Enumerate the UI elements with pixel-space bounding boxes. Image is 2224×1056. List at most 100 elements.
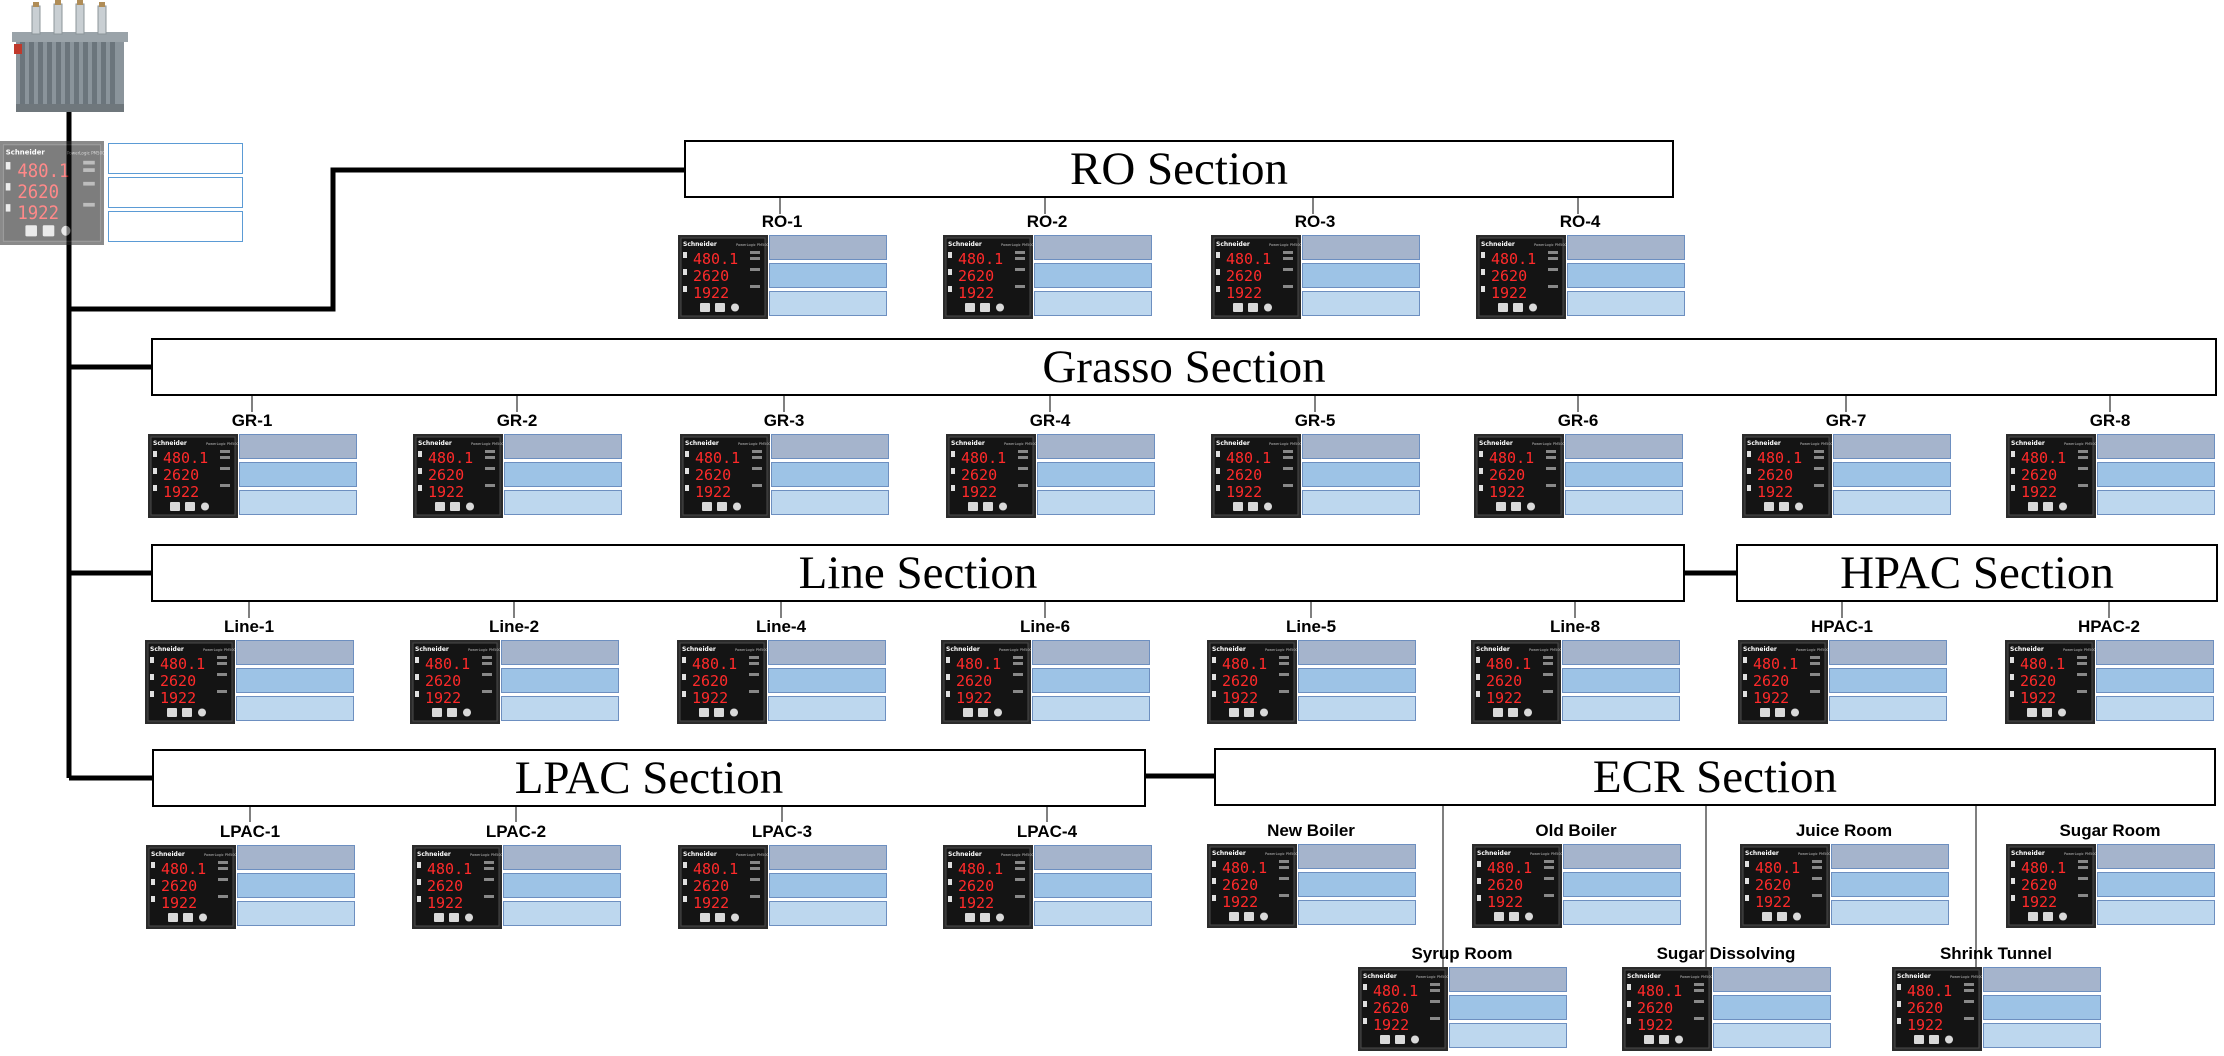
reading-field [1034, 235, 1152, 260]
svg-text:480.1: 480.1 [1487, 859, 1532, 877]
reading-field [1829, 668, 1947, 693]
meter-fields [1563, 844, 1683, 928]
feeder-meter: Schneider PowerLogic PM5000 480.1 2620 1922 [1476, 235, 1688, 319]
svg-text:1922: 1922 [958, 284, 994, 302]
meter-face: Schneider PowerLogic PM5000 480.1 2620 1922 [1622, 967, 1715, 1051]
meter-face: Schneider PowerLogic PM5000 480.1 2620 1922 [1892, 967, 1985, 1051]
meter-face: Schneider PowerLogic PM5000 480.1 2620 1922 [148, 434, 241, 518]
svg-text:2620: 2620 [1753, 672, 1789, 690]
svg-text:Schneider: Schneider [2011, 440, 2045, 447]
meter-fields [1034, 845, 1154, 929]
meter-fields [239, 434, 359, 518]
svg-text:Schneider: Schneider [151, 851, 185, 858]
svg-text:480.1: 480.1 [163, 449, 208, 467]
feeder-meter: Schneider PowerLogic PM5000 480.1 2620 1922 [413, 434, 625, 518]
meter-fields [769, 235, 889, 319]
reading-field [504, 462, 622, 487]
meter-face: Schneider PowerLogic PM5000 480.1 2620 1922 [2006, 434, 2099, 518]
feeder-label: Sugar Dissolving [1656, 944, 1796, 963]
feeder-label: Line-6 [1019, 617, 1071, 636]
svg-text:1922: 1922 [1491, 284, 1527, 302]
feeder-label: GR-6 [1557, 411, 1599, 430]
reading-field [1565, 434, 1683, 459]
reading-field [1833, 490, 1951, 515]
meter-face: Schneider PowerLogic PM5000 480.1 2620 1922 [1742, 434, 1835, 518]
feeder-label: RO-4 [1559, 212, 1601, 231]
svg-text:1922: 1922 [2021, 483, 2057, 501]
feeder-label: RO-1 [761, 212, 803, 231]
svg-text:2620: 2620 [17, 181, 59, 203]
reading-field [1032, 640, 1150, 665]
reading-field [503, 901, 621, 926]
svg-text:2620: 2620 [1491, 267, 1527, 285]
svg-text:PowerLogic PM5000: PowerLogic PM5000 [1534, 243, 1566, 247]
reading-field [1829, 640, 1947, 665]
meter-face: Schneider PowerLogic PM5000 480.1 2620 1922 [410, 640, 503, 724]
svg-text:1922: 1922 [2021, 893, 2057, 911]
svg-text:480.1: 480.1 [1491, 250, 1536, 268]
meter-face: Schneider PowerLogic PM5000 480.1 2620 1922 [146, 845, 239, 929]
meter-fields [1831, 844, 1951, 928]
reading-field [2097, 434, 2215, 459]
svg-text:PowerLogic PM5000: PowerLogic PM5000 [1680, 975, 1712, 979]
reading-field [1567, 235, 1685, 260]
meter-face: Schneider PowerLogic PM5000 480.1 2620 1922 [678, 845, 771, 929]
svg-text:Schneider: Schneider [1212, 646, 1246, 653]
svg-text:Schneider: Schneider [1747, 440, 1781, 447]
reading-field [504, 434, 622, 459]
meter-face: Schneider PowerLogic PM5000 480.1 2620 1922 [413, 434, 506, 518]
reading-field [1449, 1023, 1567, 1048]
svg-text:Schneider: Schneider [683, 851, 717, 858]
feeder-label: Line-1 [223, 617, 275, 636]
meter-fields [771, 434, 891, 518]
svg-text:PowerLogic PM5000: PowerLogic PM5000 [471, 442, 503, 446]
meter-face: Schneider PowerLogic PM5000 480.1 2620 1922 [677, 640, 770, 724]
svg-text:480.1: 480.1 [2021, 859, 2066, 877]
reading-field [1983, 967, 2101, 992]
meter-face: Schneider PowerLogic PM5000 480.1 2620 1922 [1476, 235, 1569, 319]
reading-field [1037, 462, 1155, 487]
meter-face: Schneider PowerLogic PM5000 480.1 2620 1922 [1207, 844, 1300, 928]
feeder-meter: Schneider PowerLogic PM5000 480.1 2620 1922 [1211, 235, 1423, 319]
feeder-label: Shrink Tunnel [1939, 944, 2053, 963]
meter-fields [769, 845, 889, 929]
feeder-meter: Schneider PowerLogic PM5000 480.1 2620 1922 [1740, 844, 1952, 928]
svg-text:1922: 1922 [1487, 893, 1523, 911]
feeder-meter: Schneider PowerLogic PM5000 480.1 2620 1922 [1207, 844, 1419, 928]
svg-text:480.1: 480.1 [17, 160, 69, 182]
svg-text:PowerLogic PM5000: PowerLogic PM5000 [2064, 852, 2096, 856]
meter-face: Schneider PowerLogic PM5000 480.1 2620 1922 [1211, 235, 1304, 319]
reading-field [1713, 967, 1831, 992]
svg-text:PowerLogic PM5000: PowerLogic PM5000 [735, 648, 767, 652]
feeder-meter: Schneider PowerLogic PM5000 480.1 2620 1922 [1474, 434, 1686, 518]
meter-face: Schneider PowerLogic PM5000 480.1 2620 1922 [680, 434, 773, 518]
feeder-meter: Schneider PowerLogic PM5000 480.1 2620 1922 [1471, 640, 1683, 724]
svg-text:2620: 2620 [1222, 672, 1258, 690]
feeder-label: HPAC-1 [1810, 617, 1874, 636]
svg-text:480.1: 480.1 [2021, 449, 2066, 467]
svg-text:PowerLogic PM5000: PowerLogic PM5000 [204, 853, 236, 857]
svg-text:1922: 1922 [692, 689, 728, 707]
svg-text:PowerLogic PM5000: PowerLogic PM5000 [738, 442, 770, 446]
svg-text:PowerLogic PM5000: PowerLogic PM5000 [1530, 852, 1562, 856]
meter-face: Schneider PowerLogic PM5000 480.1 2620 1922 [1471, 640, 1564, 724]
feeder-label: GR-8 [2089, 411, 2131, 430]
svg-text:2620: 2620 [1226, 267, 1262, 285]
reading-field [2097, 462, 2215, 487]
reading-field [1302, 235, 1420, 260]
meter-fields [1298, 640, 1418, 724]
svg-text:Schneider: Schneider [946, 646, 980, 653]
reading-field [769, 235, 887, 260]
svg-text:Schneider: Schneider [153, 440, 187, 447]
svg-text:Schneider: Schneider [948, 851, 982, 858]
svg-text:2620: 2620 [956, 672, 992, 690]
reading-field [501, 696, 619, 721]
reading-field [2097, 872, 2215, 897]
feeder-meter: Schneider PowerLogic PM5000 480.1 2620 1922 [678, 845, 890, 929]
svg-text:PowerLogic PM5000: PowerLogic PM5000 [67, 150, 104, 155]
svg-text:1922: 1922 [425, 689, 461, 707]
svg-text:1922: 1922 [163, 483, 199, 501]
line-section-box: Line Section [151, 544, 1685, 602]
feeder-label: Line-8 [1549, 617, 1601, 636]
reading-field [108, 143, 243, 174]
